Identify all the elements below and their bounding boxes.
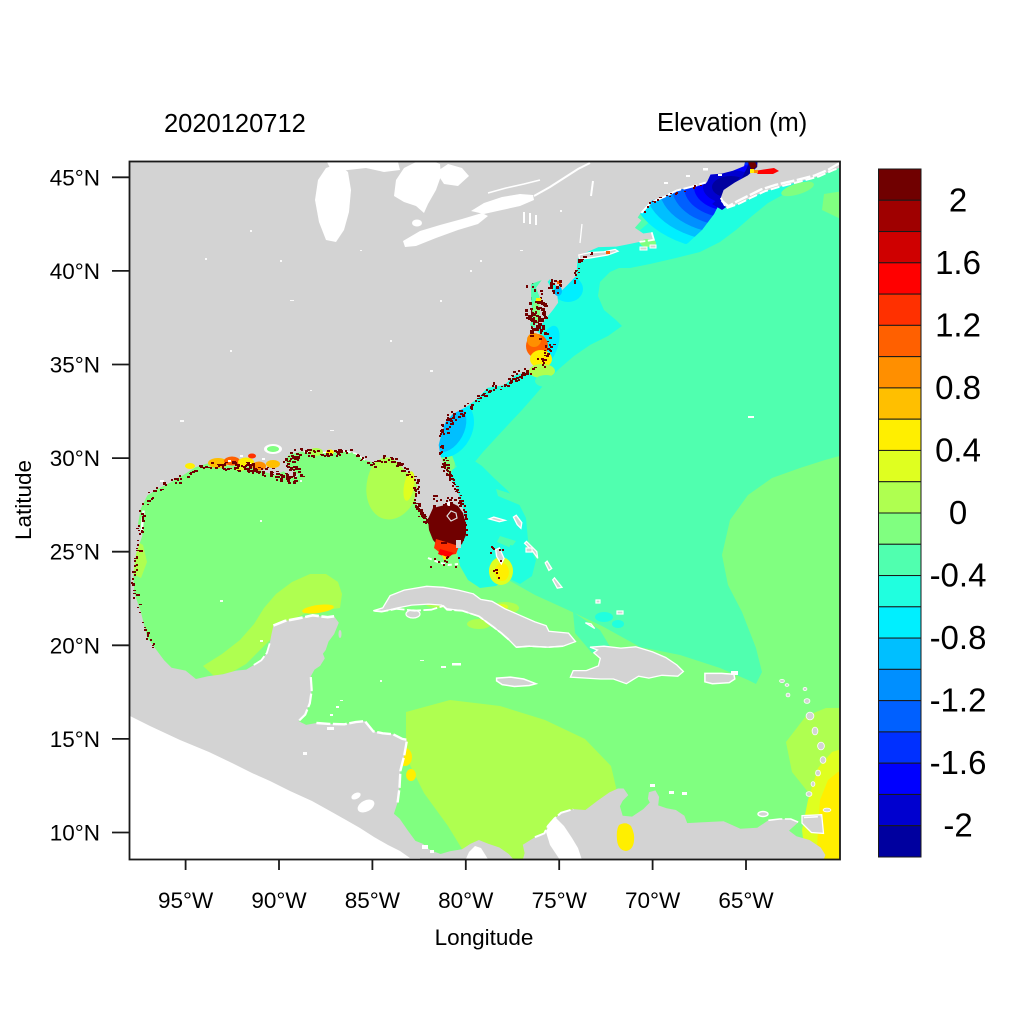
svg-text:-1.2: -1.2 (930, 682, 987, 719)
svg-text:0.8: 0.8 (935, 369, 981, 406)
svg-text:1.2: 1.2 (935, 306, 981, 343)
svg-text:2: 2 (949, 181, 967, 218)
svg-text:45°N: 45°N (50, 165, 100, 190)
svg-text:Latitude: Latitude (11, 460, 36, 540)
svg-text:65°W: 65°W (718, 888, 774, 913)
svg-text:40°N: 40°N (50, 259, 100, 284)
svg-text:20°N: 20°N (50, 633, 100, 658)
svg-text:-1.6: -1.6 (930, 744, 987, 781)
svg-text:0.4: 0.4 (935, 432, 981, 469)
svg-text:2020120712: 2020120712 (164, 110, 306, 138)
svg-text:-0.4: -0.4 (930, 557, 987, 594)
svg-text:30°N: 30°N (50, 446, 100, 471)
svg-text:90°W: 90°W (251, 888, 307, 913)
svg-text:95°W: 95°W (158, 888, 214, 913)
svg-text:80°W: 80°W (438, 888, 494, 913)
svg-text:85°W: 85°W (345, 888, 401, 913)
svg-text:-2: -2 (943, 807, 972, 844)
svg-text:70°W: 70°W (625, 888, 681, 913)
svg-text:Longitude: Longitude (435, 925, 534, 950)
svg-text:1.6: 1.6 (935, 244, 981, 281)
svg-text:15°N: 15°N (50, 727, 100, 752)
svg-text:35°N: 35°N (50, 353, 100, 378)
svg-text:10°N: 10°N (50, 821, 100, 846)
svg-text:25°N: 25°N (50, 540, 100, 565)
svg-text:0: 0 (949, 494, 967, 531)
svg-text:-0.8: -0.8 (930, 619, 987, 656)
svg-text:Elevation (m): Elevation (m) (657, 109, 807, 137)
svg-text:75°W: 75°W (532, 888, 588, 913)
